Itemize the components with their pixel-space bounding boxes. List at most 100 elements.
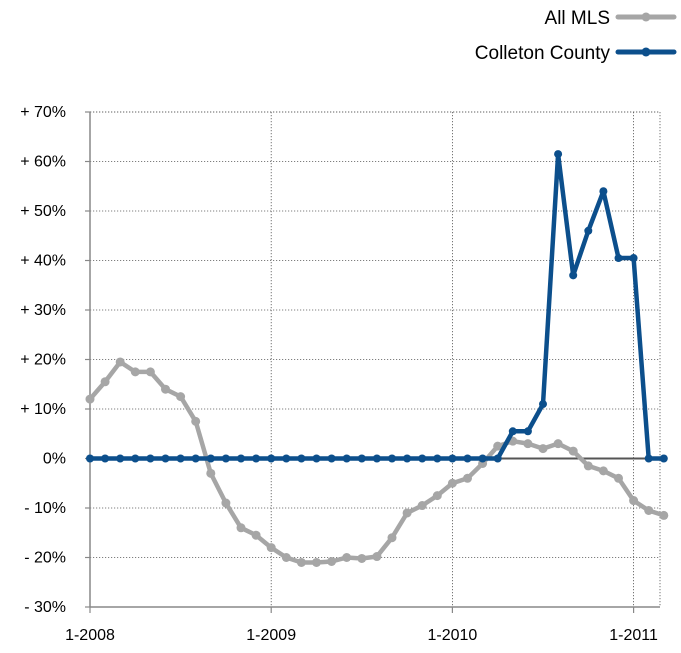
data-point-colleton-county bbox=[448, 454, 457, 463]
data-point-all-mls bbox=[553, 439, 563, 449]
legend-item-all-mls: All MLS bbox=[545, 8, 677, 29]
x-tick-label: 1-2008 bbox=[65, 627, 115, 644]
data-point-colleton-county bbox=[101, 454, 110, 463]
data-point-colleton-county bbox=[433, 454, 442, 463]
x-tick-label: 1-2011 bbox=[609, 627, 658, 644]
data-point-colleton-county bbox=[357, 454, 366, 463]
axes: + 70% + 60% + 50% + 40% + 30% + 20% + 10% 0% - 1… bbox=[20, 104, 660, 644]
data-point-colleton-county bbox=[418, 454, 427, 463]
data-point-colleton-county bbox=[116, 454, 125, 463]
data-point-all-mls bbox=[236, 523, 246, 533]
data-point-colleton-county bbox=[644, 454, 653, 463]
data-point-colleton-county bbox=[584, 226, 593, 235]
y-tick-label: - 30% bbox=[24, 599, 66, 616]
data-point-all-mls bbox=[281, 553, 291, 562]
data-point-all-mls bbox=[387, 533, 397, 543]
data-point-all-mls bbox=[538, 444, 548, 454]
data-point-colleton-county bbox=[146, 454, 155, 463]
data-point-all-mls bbox=[463, 473, 472, 483]
data-point-colleton-county bbox=[508, 427, 517, 436]
data-point-all-mls bbox=[583, 461, 593, 471]
y-tick-label: + 10% bbox=[20, 401, 66, 418]
y-tick-label: - 10% bbox=[24, 500, 66, 517]
data-point-all-mls bbox=[115, 357, 125, 367]
legend-item-colleton-county: Colleton County bbox=[475, 43, 677, 64]
data-point-colleton-county bbox=[206, 454, 215, 463]
data-point-all-mls bbox=[629, 496, 639, 506]
data-point-colleton-county bbox=[569, 271, 578, 280]
data-point-all-mls bbox=[296, 557, 306, 567]
data-point-all-mls bbox=[100, 377, 110, 387]
data-point-colleton-county bbox=[342, 454, 351, 463]
data-point-colleton-county bbox=[554, 150, 563, 159]
data-point-all-mls bbox=[644, 505, 654, 515]
data-point-colleton-county bbox=[161, 454, 170, 463]
data-point-all-mls bbox=[342, 553, 352, 562]
data-point-all-mls bbox=[417, 501, 427, 511]
data-point-all-mls bbox=[432, 491, 442, 501]
x-tick-label: 1-2010 bbox=[427, 627, 477, 644]
data-point-colleton-county bbox=[131, 454, 140, 463]
data-point-colleton-county bbox=[629, 254, 638, 263]
data-point-all-mls bbox=[312, 557, 321, 567]
data-point-all-mls bbox=[85, 394, 95, 404]
legend: All MLS Colleton County bbox=[475, 8, 677, 64]
y-tick-label: + 20% bbox=[20, 352, 66, 369]
data-point-colleton-county bbox=[614, 254, 623, 263]
data-point-all-mls bbox=[130, 367, 140, 377]
data-point-all-mls bbox=[327, 556, 337, 566]
data-point-colleton-county bbox=[237, 454, 245, 463]
y-tick-label: + 60% bbox=[20, 154, 66, 171]
data-point-all-mls bbox=[145, 367, 155, 377]
legend-label: All MLS bbox=[545, 8, 610, 29]
legend-label: Colleton County bbox=[475, 43, 611, 64]
data-point-all-mls bbox=[251, 530, 261, 540]
data-point-all-mls bbox=[221, 498, 231, 508]
data-point-all-mls bbox=[372, 552, 382, 562]
data-point-colleton-county bbox=[493, 454, 502, 463]
data-point-all-mls bbox=[266, 543, 276, 553]
data-point-colleton-county bbox=[86, 454, 94, 463]
series-colleton-county bbox=[86, 150, 668, 463]
data-point-colleton-county bbox=[523, 427, 532, 436]
data-point-colleton-county bbox=[539, 400, 547, 409]
data-point-colleton-county bbox=[221, 454, 230, 463]
y-tick-label: + 30% bbox=[20, 302, 66, 319]
x-tick-label: 1-2009 bbox=[246, 627, 296, 644]
data-point-colleton-county bbox=[176, 454, 185, 463]
data-point-all-mls bbox=[357, 553, 367, 563]
data-point-colleton-county bbox=[297, 454, 306, 463]
data-point-all-mls bbox=[161, 384, 170, 394]
data-point-all-mls bbox=[523, 439, 533, 449]
data-point-all-mls bbox=[206, 468, 216, 478]
data-point-all-mls bbox=[493, 441, 503, 451]
y-tick-label: + 50% bbox=[20, 203, 66, 220]
data-point-all-mls bbox=[191, 416, 201, 426]
data-point-colleton-county bbox=[403, 454, 412, 463]
y-tick-label: + 70% bbox=[20, 104, 66, 121]
data-point-colleton-county bbox=[191, 454, 200, 463]
grid bbox=[90, 111, 661, 607]
data-point-colleton-county bbox=[478, 454, 487, 463]
legend-swatch-marker bbox=[641, 12, 651, 22]
data-point-all-mls bbox=[568, 446, 578, 456]
data-point-colleton-county bbox=[267, 454, 276, 463]
data-point-all-mls bbox=[598, 466, 608, 476]
legend-swatch-marker bbox=[641, 47, 651, 57]
data-point-colleton-county bbox=[327, 454, 336, 463]
data-point-colleton-county bbox=[388, 454, 396, 463]
data-point-all-mls bbox=[447, 478, 457, 488]
data-point-all-mls bbox=[614, 473, 623, 483]
data-point-colleton-county bbox=[659, 454, 668, 463]
data-point-all-mls bbox=[176, 392, 186, 402]
data-point-colleton-county bbox=[252, 454, 261, 463]
data-point-colleton-county bbox=[599, 187, 608, 196]
y-tick-label: + 40% bbox=[20, 253, 66, 270]
series-layer bbox=[85, 150, 669, 567]
data-point-colleton-county bbox=[312, 454, 321, 463]
data-point-colleton-county bbox=[282, 454, 291, 463]
data-point-colleton-county bbox=[372, 454, 381, 463]
data-point-all-mls bbox=[402, 508, 412, 518]
